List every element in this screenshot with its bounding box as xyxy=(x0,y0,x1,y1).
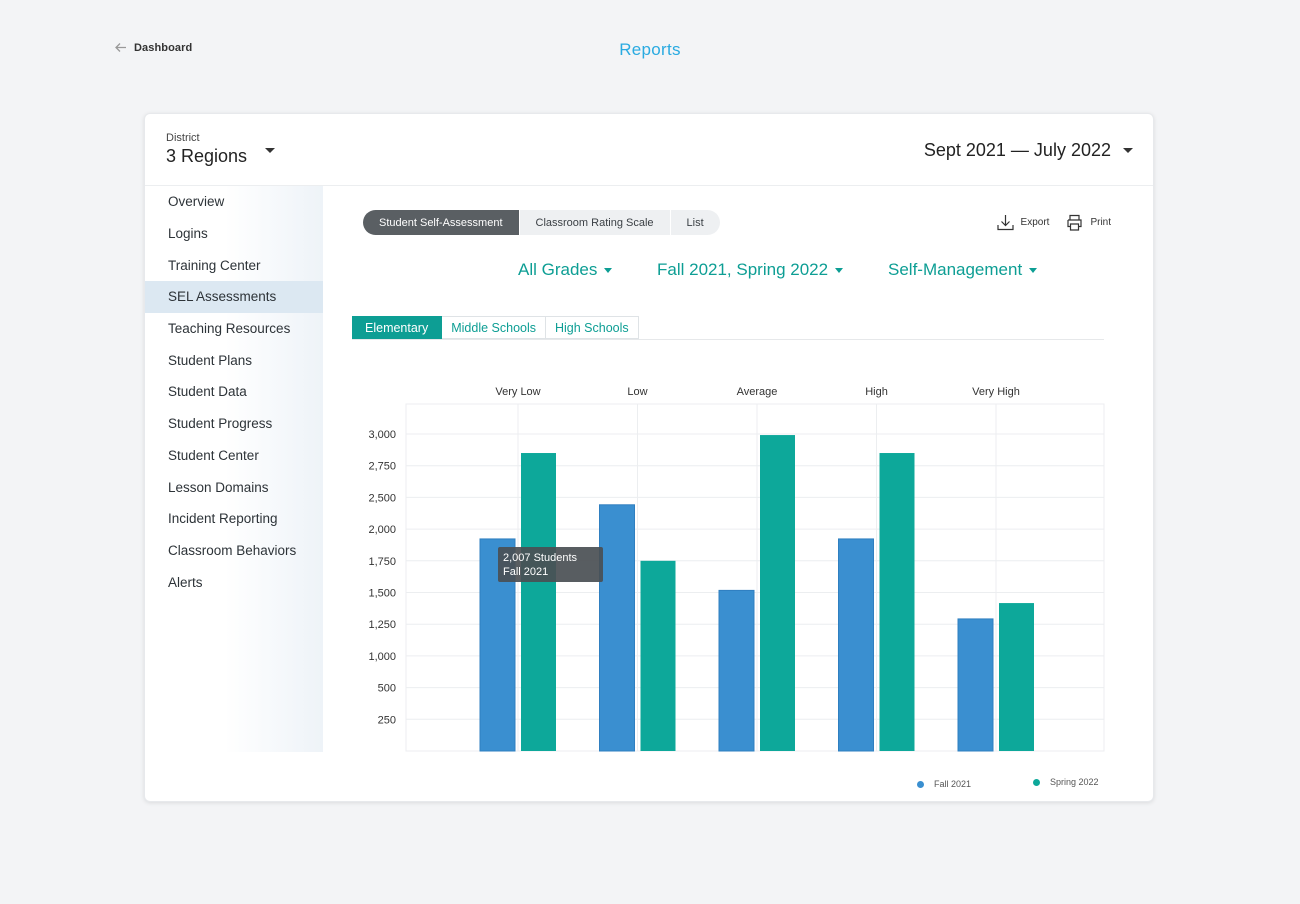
bar-fall-2021[interactable] xyxy=(838,538,874,752)
export-button[interactable]: Export xyxy=(996,213,1050,232)
date-range-selector[interactable]: Sept 2021 — July 2022 xyxy=(924,140,1133,161)
sidebar-item-student-data[interactable]: Student Data xyxy=(168,384,247,400)
sidebar-item-teaching-resources[interactable]: Teaching Resources xyxy=(168,321,291,337)
bar-spring-2022[interactable] xyxy=(999,603,1034,751)
legend-label-spring: Spring 2022 xyxy=(1050,777,1099,787)
bar-fall-2021[interactable] xyxy=(957,618,994,752)
y-tick-label: 250 xyxy=(378,714,396,726)
legend-item-fall: Fall 2021 xyxy=(917,779,971,789)
y-tick-label: 1,250 xyxy=(368,619,396,631)
category-label: High xyxy=(865,386,888,398)
chevron-down-icon xyxy=(604,267,613,273)
chevron-down-icon xyxy=(1123,148,1133,153)
card-header: District 3 Regions Sept 2021 — July 2022 xyxy=(145,114,1153,186)
plot-frame xyxy=(405,403,1105,752)
category-label: Very High xyxy=(972,386,1020,398)
sidebar-item-overview[interactable]: Overview xyxy=(168,194,225,210)
legend-swatch-spring xyxy=(1033,778,1040,786)
tab-high-schools[interactable]: High Schools xyxy=(546,316,639,339)
legend-swatch-fall xyxy=(917,780,924,788)
y-tick-label: 500 xyxy=(378,683,396,695)
y-tick-label: 2,000 xyxy=(368,524,396,536)
print-label: Print xyxy=(1090,217,1111,228)
page-title: Reports xyxy=(619,40,681,59)
grades-filter-label: All Grades xyxy=(518,260,598,279)
segment-student-self-assessment[interactable]: Student Self-Assessment xyxy=(363,210,520,235)
tooltip xyxy=(498,547,603,582)
printer-icon xyxy=(1067,214,1083,231)
category-label: Very Low xyxy=(495,386,540,398)
sidebar-item-sel-assessments[interactable]: SEL Assessments xyxy=(145,281,323,313)
segment-list[interactable]: List xyxy=(670,210,720,235)
sidebar-item-logins[interactable]: Logins xyxy=(168,226,208,242)
y-tick-label: 2,500 xyxy=(368,492,396,504)
date-range-value: Sept 2021 — July 2022 xyxy=(923,140,1111,160)
sidebar-item-student-center[interactable]: Student Center xyxy=(168,447,259,463)
bar-spring-2022[interactable] xyxy=(640,560,676,751)
print-button[interactable]: Print xyxy=(1065,213,1111,232)
back-label: Dashboard xyxy=(134,41,193,54)
district-selector[interactable]: District 3 Regions xyxy=(166,132,247,167)
category-label: Average xyxy=(737,386,778,398)
report-actions: Export Print xyxy=(996,213,1111,232)
y-tick-label: 1,750 xyxy=(368,556,396,568)
y-tick-label: 1,500 xyxy=(368,588,396,600)
sidebar: Overview Logins Training Center SEL Assessm… xyxy=(145,186,323,752)
terms-filter-label: Fall 2021, Spring 2022 xyxy=(657,260,829,279)
legend-item-spring: Spring 2022 xyxy=(1033,777,1099,787)
district-value: 3 Regions xyxy=(166,146,248,166)
y-tick-label: 2,750 xyxy=(368,461,396,473)
district-label: District xyxy=(166,132,200,144)
sidebar-item-student-plans[interactable]: Student Plans xyxy=(168,352,253,368)
sidebar-item-classroom-behaviors[interactable]: Classroom Behaviors xyxy=(168,542,297,558)
arrow-left-icon xyxy=(115,43,126,52)
export-label: Export xyxy=(1020,217,1050,228)
chevron-down-icon xyxy=(1029,267,1038,273)
download-icon xyxy=(996,215,1014,231)
back-to-dashboard-link[interactable]: Dashboard xyxy=(114,41,192,54)
bar-fall-2021[interactable] xyxy=(599,504,635,752)
sidebar-item-training-center[interactable]: Training Center xyxy=(168,257,261,273)
sidebar-item-incident-reporting[interactable]: Incident Reporting xyxy=(168,511,278,527)
tooltip-line-2: Fall 2021 xyxy=(503,566,548,578)
chevron-down-icon[interactable] xyxy=(265,148,275,153)
chevron-down-icon xyxy=(835,267,844,273)
bar-spring-2022[interactable] xyxy=(760,435,795,751)
sidebar-item-student-progress[interactable]: Student Progress xyxy=(168,416,273,432)
tab-elementary[interactable]: Elementary xyxy=(352,316,443,339)
segment-classroom-rating-scale[interactable]: Classroom Rating Scale xyxy=(519,210,671,235)
tabs-divider xyxy=(352,339,1104,340)
bar-chart: 3,000 2,750 2,500 2,000 1,750 1,500 1,250 1,000… xyxy=(368,386,1105,752)
tab-middle-schools[interactable]: Middle Schools xyxy=(442,316,546,339)
assessment-type-toggle: Student Self-Assessment Classroom Rating… xyxy=(363,210,720,235)
domain-filter[interactable]: Self-Management xyxy=(888,260,1038,280)
sidebar-item-lesson-domains[interactable]: Lesson Domains xyxy=(168,479,269,495)
sidebar-item-alerts[interactable]: Alerts xyxy=(168,574,203,590)
terms-filter[interactable]: Fall 2021, Spring 2022 xyxy=(657,260,844,280)
bar-fall-2021[interactable] xyxy=(718,589,755,752)
category-label: Low xyxy=(627,386,647,398)
school-level-tabs: Elementary Middle Schools High Schools xyxy=(352,316,639,339)
domain-filter-label: Self-Management xyxy=(888,260,1023,279)
grades-filter[interactable]: All Grades xyxy=(518,260,613,280)
y-tick-label: 1,000 xyxy=(368,651,396,663)
tooltip-line-1: 2,007 Students xyxy=(503,552,578,564)
bar-spring-2022[interactable] xyxy=(879,453,915,751)
legend-label-fall: Fall 2021 xyxy=(934,779,972,789)
bar-spring-2022[interactable] xyxy=(521,453,556,751)
report-card: District 3 Regions Sept 2021 — July 2022… xyxy=(144,113,1154,802)
y-tick-label: 3,000 xyxy=(368,429,396,441)
